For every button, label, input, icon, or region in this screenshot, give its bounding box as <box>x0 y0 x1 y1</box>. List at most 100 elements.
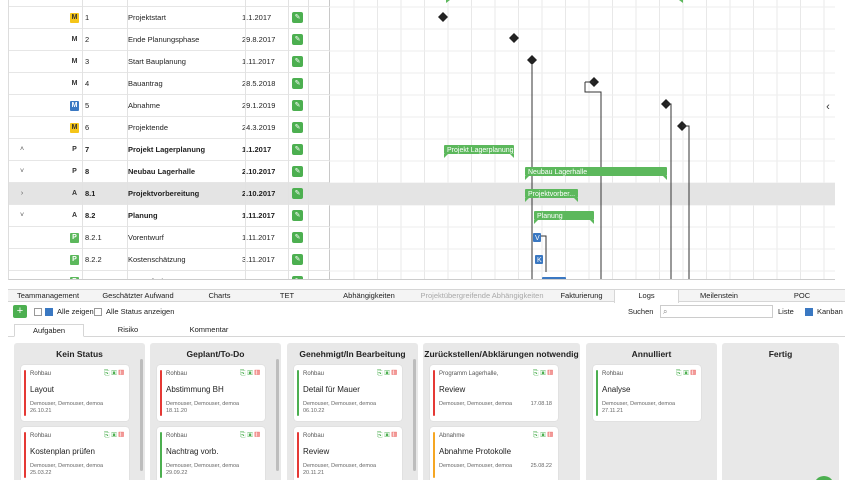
task-card[interactable]: Programm Lagerhalle, Review Demouser, Demo… <box>430 365 558 421</box>
scrollbar[interactable] <box>276 359 279 471</box>
attachment-icon[interactable]: ⎘ <box>532 432 541 439</box>
tab-geschätzter-aufwand[interactable]: Geschätzter Aufwand <box>102 291 174 300</box>
attachment-icon[interactable]: ⎘ <box>376 370 385 377</box>
edit-icon[interactable]: ✎ <box>292 12 303 23</box>
task-name[interactable]: Entwurfsplanung <box>128 271 243 279</box>
task-card[interactable]: Rohbau Kostenplan prüfen Demouser, Demouse… <box>21 427 129 480</box>
subtab-kommentar[interactable]: Kommentar <box>189 325 229 334</box>
edit-icon[interactable]: ✎ <box>292 56 303 67</box>
attachment-icon[interactable]: ⎘ <box>532 370 541 377</box>
edit-icon[interactable]: ✎ <box>292 232 303 243</box>
kanban-view-toggle[interactable] <box>805 308 813 316</box>
gantt-row[interactable]: › A 8.1 Projektvorbereitung 2.10.2017 ✎ <box>9 183 329 205</box>
attachment-icon[interactable]: ⎘ <box>239 432 248 439</box>
tab-abhängigkeiten[interactable]: Abhängigkeiten <box>343 291 395 300</box>
chevron-left-icon[interactable]: ‹ <box>826 101 830 113</box>
trash-icon[interactable]: ▥ <box>118 370 124 377</box>
attachment-icon[interactable]: ⎘ <box>675 370 684 377</box>
task-name[interactable]: Projektende <box>128 123 169 132</box>
tab-logs[interactable]: Logs <box>614 290 679 303</box>
trash-icon[interactable]: ▥ <box>547 370 553 377</box>
gantt-row[interactable]: M 1 Projektstart 1.1.2017 ✎ <box>9 7 329 29</box>
edit-icon[interactable]: ✎ <box>292 188 303 199</box>
task-name[interactable]: Bauantrag <box>128 79 163 88</box>
show-all-status-checkbox[interactable] <box>94 308 102 316</box>
unlock-icon[interactable]: ▣ <box>111 370 119 377</box>
floating-action-button[interactable] <box>814 476 834 480</box>
gantt-row[interactable]: M 5 Abnahme 29.1.2019 ✎ <box>9 95 329 117</box>
gantt-row[interactable] <box>9 0 329 7</box>
trash-icon[interactable]: ▥ <box>254 432 260 439</box>
expand-toggle-icon[interactable]: › <box>20 190 24 197</box>
unlock-icon[interactable]: ▣ <box>384 432 392 439</box>
expand-toggle-icon[interactable]: ˄ <box>19 146 25 153</box>
edit-icon[interactable]: ✎ <box>292 34 303 45</box>
edit-icon[interactable]: ✎ <box>292 144 303 155</box>
edit-icon[interactable]: ✎ <box>292 122 303 133</box>
task-card[interactable]: Rohbau Layout Demouser, Demouser, demoa 26.… <box>21 365 129 421</box>
task-name[interactable]: Neubau Lagerhalle <box>128 167 196 176</box>
unlock-icon[interactable]: ▣ <box>540 432 548 439</box>
tab-charts[interactable]: Charts <box>208 291 231 300</box>
task-name[interactable]: Projektstart <box>128 13 166 22</box>
edit-icon[interactable]: ✎ <box>292 254 303 265</box>
task-card[interactable]: Rohbau Detail für Mauer Demouser, Demouser… <box>294 365 402 421</box>
edit-icon[interactable]: ✎ <box>292 100 303 111</box>
trash-icon[interactable]: ▥ <box>391 432 397 439</box>
show-all-toggle[interactable] <box>45 308 53 316</box>
unlock-icon[interactable]: ▣ <box>540 370 548 377</box>
edit-icon[interactable]: ✎ <box>292 276 303 279</box>
task-name[interactable]: Kostenschätzung <box>128 255 186 264</box>
task-name[interactable]: Planung <box>128 211 158 220</box>
trash-icon[interactable]: ▥ <box>254 370 260 377</box>
unlock-icon[interactable]: ▣ <box>683 370 691 377</box>
gantt-row[interactable]: P 8.2.3 Entwurfsplanung29.11.2017 ✎ <box>9 271 329 279</box>
gantt-row[interactable]: M 4 Bauantrag 28.5.2018 ✎ <box>9 73 329 95</box>
task-name[interactable]: Ende Planungsphase <box>128 35 200 44</box>
scrollbar[interactable] <box>413 359 416 471</box>
task-name[interactable]: Abnahme <box>128 101 161 110</box>
unlock-icon[interactable]: ▣ <box>384 370 392 377</box>
scrollbar[interactable] <box>140 359 143 471</box>
trash-icon[interactable]: ▥ <box>690 370 696 377</box>
task-name[interactable]: Start Bauplanung <box>128 57 186 66</box>
gantt-row[interactable]: ˄ P 7 Projekt Lagerplanung 1.1.2017 ✎ <box>9 139 329 161</box>
tab-tet[interactable]: TET <box>279 291 295 300</box>
attachment-icon[interactable]: ⎘ <box>103 432 112 439</box>
expand-toggle-icon[interactable]: ˅ <box>19 168 25 175</box>
edit-icon[interactable]: ✎ <box>292 166 303 177</box>
gantt-row[interactable]: P 8.2.1 Vorentwurf 1.11.2017 ✎ <box>9 227 329 249</box>
task-card[interactable]: Rohbau Analyse Demouser, Demouser, demoa 27… <box>593 365 701 421</box>
show-all-checkbox[interactable] <box>34 308 42 316</box>
tab-meilenstein[interactable]: Meilenstein <box>700 291 738 300</box>
gantt-row[interactable]: P 8.2.2 Kostenschätzung 3.11.2017 ✎ <box>9 249 329 271</box>
task-card[interactable]: Rohbau Abstimmung BH Demouser, Demouser, d… <box>157 365 265 421</box>
tab-fakturierung[interactable]: Fakturierung <box>560 291 603 300</box>
unlock-icon[interactable]: ▣ <box>111 432 119 439</box>
attachment-icon[interactable]: ⎘ <box>376 432 385 439</box>
unlock-icon[interactable]: ▣ <box>247 370 255 377</box>
task-name[interactable]: Vorentwurf <box>128 233 164 242</box>
task-card[interactable]: Rohbau Review Demouser, Demouser, demoa 20.… <box>294 427 402 480</box>
task-card[interactable]: Abnahme Abnahme Protokolle Demouser, Demou… <box>430 427 558 480</box>
gantt-row[interactable]: M 2 Ende Planungsphase 29.8.2017 ✎ <box>9 29 329 51</box>
edit-icon[interactable]: ✎ <box>292 210 303 221</box>
gantt-row[interactable]: ˅ P 8 Neubau Lagerhalle 2.10.2017 ✎ <box>9 161 329 183</box>
tab-poc[interactable]: POC <box>793 291 811 300</box>
task-name[interactable]: Projektvorbereitung <box>128 189 200 198</box>
gantt-row[interactable]: M 6 Projektende 24.3.2019 ✎ <box>9 117 329 139</box>
subtab-aufgaben[interactable]: Aufgaben <box>14 324 84 337</box>
unlock-icon[interactable]: ▣ <box>247 432 255 439</box>
trash-icon[interactable]: ▥ <box>547 432 553 439</box>
task-name[interactable]: Projekt Lagerplanung <box>128 145 206 154</box>
expand-toggle-icon[interactable]: ˅ <box>19 212 25 219</box>
gantt-row[interactable]: ˅ A 8.2 Planung 1.11.2017 ✎ <box>9 205 329 227</box>
edit-icon[interactable]: ✎ <box>292 78 303 89</box>
attachment-icon[interactable]: ⎘ <box>239 370 248 377</box>
trash-icon[interactable]: ▥ <box>391 370 397 377</box>
add-task-button[interactable]: + <box>13 305 27 318</box>
tab-teammanagement[interactable]: Teammanagement <box>16 291 80 300</box>
gantt-row[interactable]: M 3 Start Bauplanung 1.11.2017 ✎ <box>9 51 329 73</box>
task-card[interactable]: Rohbau Nachtrag vorb. Demouser, Demouser, … <box>157 427 265 480</box>
attachment-icon[interactable]: ⎘ <box>103 370 112 377</box>
